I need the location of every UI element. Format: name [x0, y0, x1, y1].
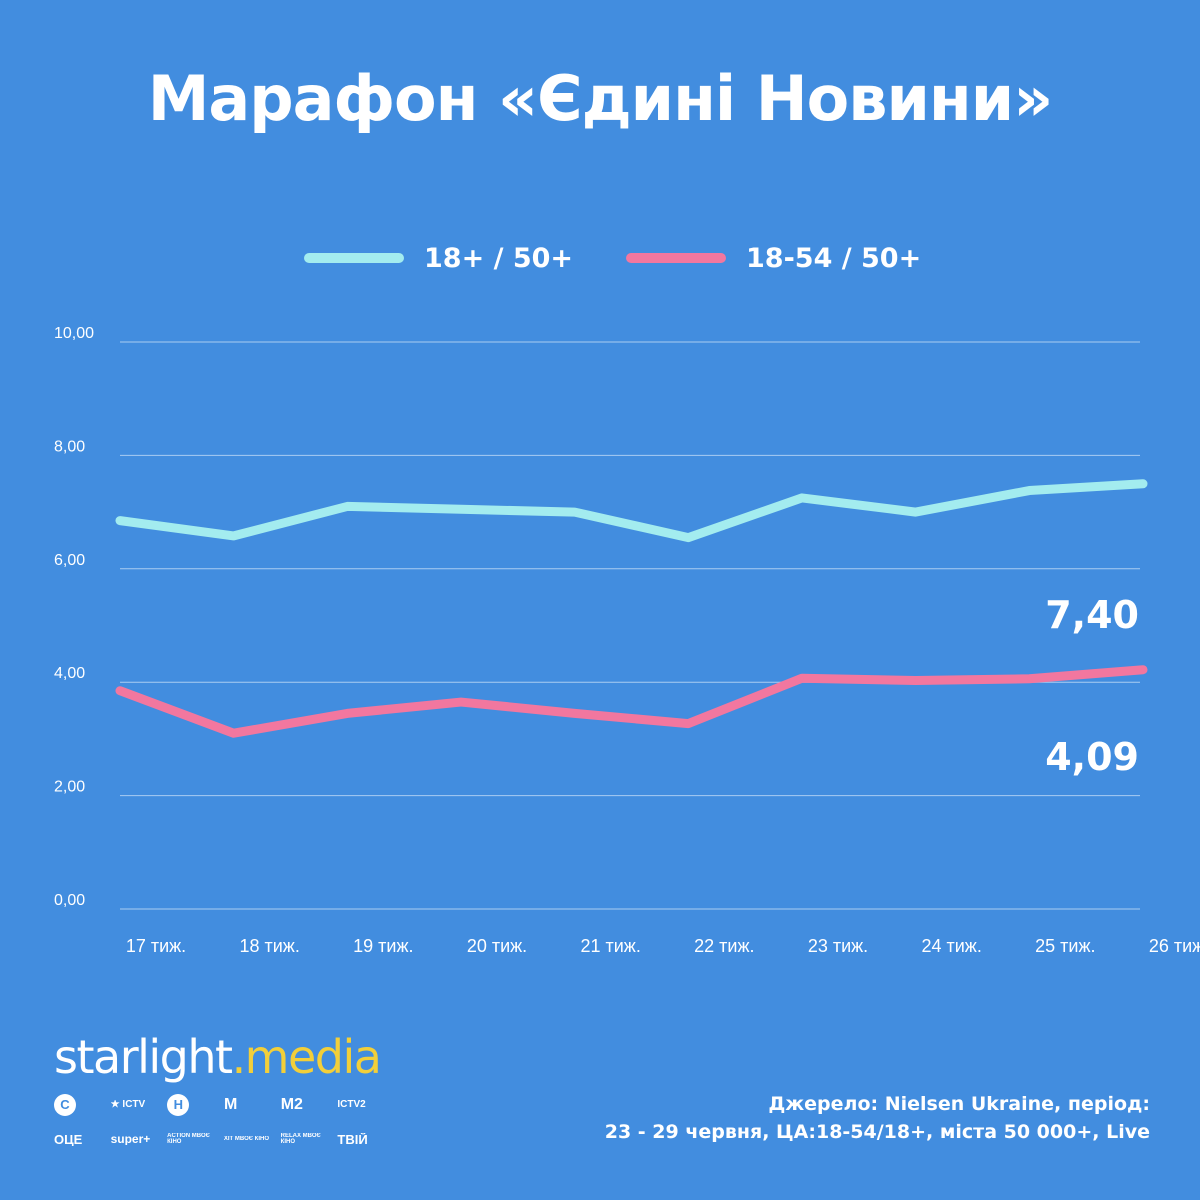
legend: 18+ / 50+ 18-54 / 50+	[0, 240, 1200, 276]
data-point-series-1	[345, 504, 350, 509]
data-point-series-1	[572, 510, 577, 515]
channel-logo-super-plus: super+	[110, 1133, 151, 1145]
channel-logos-row-1: C ★ ICTV H M M2 ICTV2	[54, 1092, 394, 1118]
data-point-series-2	[231, 731, 236, 736]
channel-logo-novyi: H	[167, 1094, 224, 1116]
source-note: Джерело: Nielsen Ukraine, період: 23 - 2…	[605, 1090, 1150, 1146]
line-chart: 0,00 2,00 4,00 6,00 8,00 10,00 17 тиж. 18 тиж. 1…	[54, 325, 1200, 956]
source-line-1: Джерело: Nielsen Ukraine, період:	[768, 1093, 1150, 1115]
channel-logo-tviy: ТВІЙ	[337, 1132, 368, 1146]
channel-logo-ictv: ★ ICTV	[110, 1100, 146, 1110]
channel-logo-action-mvoe-kino: ACTION МВОЄ КІНО	[167, 1133, 210, 1145]
channel-logo-ictv2: ICTV2	[337, 1100, 366, 1110]
data-point-series-2	[686, 721, 691, 726]
x-tick-label: 25 тиж.	[1035, 936, 1095, 956]
y-tick-label: 2,00	[54, 779, 85, 796]
channel-logo-m2: M2	[280, 1097, 303, 1113]
source-line-2: 23 - 29 червня, ЦА:18-54/18+, міста 50 0…	[604, 1121, 1150, 1143]
data-point-series-2	[1027, 676, 1032, 681]
y-tick-label: 4,00	[54, 665, 85, 682]
legend-label-series-1: 18+ / 50+	[424, 242, 574, 274]
x-tick-label: 24 тиж.	[921, 936, 981, 956]
data-point-series-2	[1141, 667, 1145, 672]
x-tick-label: 23 тиж.	[808, 936, 868, 956]
data-point-series-2	[118, 688, 122, 693]
y-tick-label: 10,00	[54, 325, 94, 342]
x-tick-label: 26 тиж.	[1149, 936, 1200, 956]
channel-logos-row-2: ОЦЕ super+ ACTION МВОЄ КІНО ХІТ МВОЄ КІН…	[54, 1126, 394, 1152]
chart-title: Марафон «Єдині Новини»	[147, 62, 1054, 135]
brand-logo-part2: .media	[231, 1030, 382, 1084]
channel-logo-m1: M	[224, 1097, 238, 1113]
data-point-series-2	[913, 678, 918, 683]
data-point-series-1	[1027, 488, 1032, 493]
channel-logos: C ★ ICTV H M M2 ICTV2 ОЦЕ super+ ACTION …	[54, 1092, 394, 1160]
legend-swatch-series-2	[626, 253, 726, 263]
y-tick-label: 8,00	[54, 438, 85, 455]
data-point-series-1	[913, 510, 918, 515]
data-point-series-2	[459, 700, 463, 705]
data-point-series-1	[231, 533, 236, 538]
brand-logo: starlight.media	[54, 1030, 382, 1084]
channel-logo-hit-mvoe-kino: ХІТ МВОЄ КІНО	[223, 1136, 270, 1142]
x-tick-label: 19 тиж.	[353, 936, 413, 956]
x-tick-label: 22 тиж.	[694, 936, 754, 956]
data-point-series-2	[572, 711, 577, 716]
data-point-series-1	[1141, 481, 1145, 486]
brand-logo-part1: starlight	[54, 1030, 233, 1084]
data-point-series-1	[686, 535, 691, 540]
value-annotation: 4,09	[1045, 735, 1139, 779]
data-point-series-1	[118, 518, 122, 523]
legend-item-series-2: 18-54 / 50+	[626, 240, 921, 276]
legend-swatch-series-1	[304, 253, 404, 263]
x-tick-label: 17 тиж.	[126, 936, 186, 956]
x-tick-label: 21 тиж.	[580, 936, 640, 956]
legend-label-series-2: 18-54 / 50+	[746, 242, 922, 274]
data-point-series-2	[345, 711, 350, 716]
data-point-series-1	[459, 507, 463, 512]
x-tick-label: 20 тиж.	[467, 936, 527, 956]
channel-logo-stb: C	[54, 1094, 111, 1116]
series-line-2	[115, 665, 1148, 738]
x-tick-label: 18 тиж.	[239, 936, 299, 956]
y-tick-label: 0,00	[54, 892, 85, 909]
series-line-1	[115, 479, 1148, 543]
y-tick-label: 6,00	[54, 552, 85, 569]
data-point-series-1	[800, 495, 804, 500]
value-annotation: 7,40	[1045, 593, 1139, 637]
data-point-series-2	[800, 676, 804, 681]
legend-item-series-1: 18+ / 50+	[304, 240, 573, 276]
channel-logo-oce: ОЦЕ	[54, 1132, 83, 1146]
channel-logo-relax-mvoe-kino: RELAX МВОЄ КІНО	[280, 1133, 321, 1145]
